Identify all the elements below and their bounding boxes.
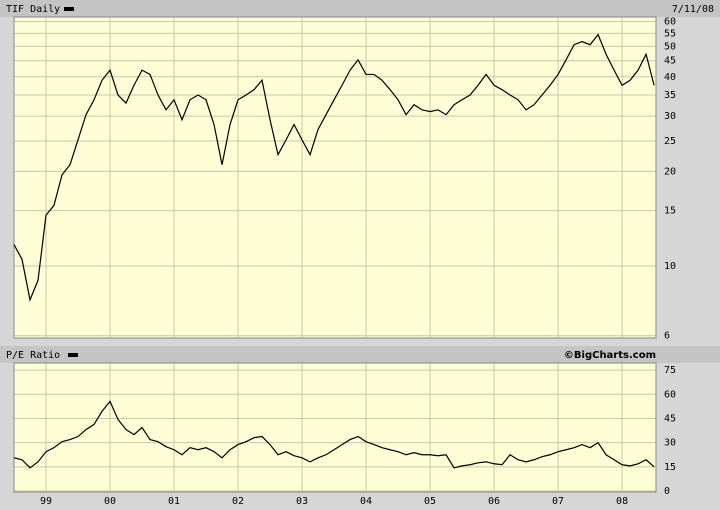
x-tick-label: 00 — [104, 496, 116, 507]
y-tick-label: 50 — [664, 41, 676, 52]
y-tick-label: 60 — [664, 389, 676, 400]
y-tick-label: 20 — [664, 166, 676, 177]
chart-title: TIF Daily — [6, 4, 60, 15]
y-tick-label: 30 — [664, 438, 676, 449]
plot-border — [13, 362, 657, 493]
plot-area — [14, 363, 656, 492]
x-tick-label: 05 — [424, 496, 436, 507]
x-tick-label: 07 — [552, 496, 564, 507]
credit: ©BigCharts.com — [564, 350, 656, 361]
plot-area — [14, 17, 656, 338]
y-tick-label: 55 — [664, 28, 676, 39]
plot-border — [13, 16, 657, 339]
legend-swatch — [64, 7, 74, 11]
date-label: 7/11/08 — [672, 4, 714, 15]
y-tick-label: 45 — [664, 56, 676, 67]
x-tick-label: 04 — [360, 496, 372, 507]
y-tick-label: 25 — [664, 136, 676, 147]
chart-title: P/E Ratio — [6, 350, 60, 361]
y-tick-label: 45 — [664, 413, 676, 424]
y-tick-label: 75 — [664, 365, 676, 376]
price-line — [13, 33, 655, 302]
x-tick-label: 01 — [168, 496, 180, 507]
price-line — [13, 400, 655, 469]
x-tick-label: 06 — [488, 496, 500, 507]
legend-swatch — [68, 353, 78, 357]
y-tick-label: 0 — [664, 486, 670, 497]
header-bar — [0, 346, 720, 363]
y-tick-label: 60 — [664, 16, 676, 27]
y-tick-label: 15 — [664, 206, 676, 217]
y-tick-label: 6 — [664, 331, 670, 342]
x-tick-label: 03 — [296, 496, 308, 507]
header-bar — [0, 0, 720, 17]
y-tick-label: 30 — [664, 111, 676, 122]
y-tick-label: 15 — [664, 462, 676, 473]
x-tick-label: 08 — [616, 496, 628, 507]
x-tick-label: 99 — [40, 496, 52, 507]
y-tick-label: 40 — [664, 72, 676, 83]
y-tick-label: 35 — [664, 90, 676, 101]
x-tick-label: 02 — [232, 496, 244, 507]
y-tick-label: 10 — [664, 261, 676, 272]
